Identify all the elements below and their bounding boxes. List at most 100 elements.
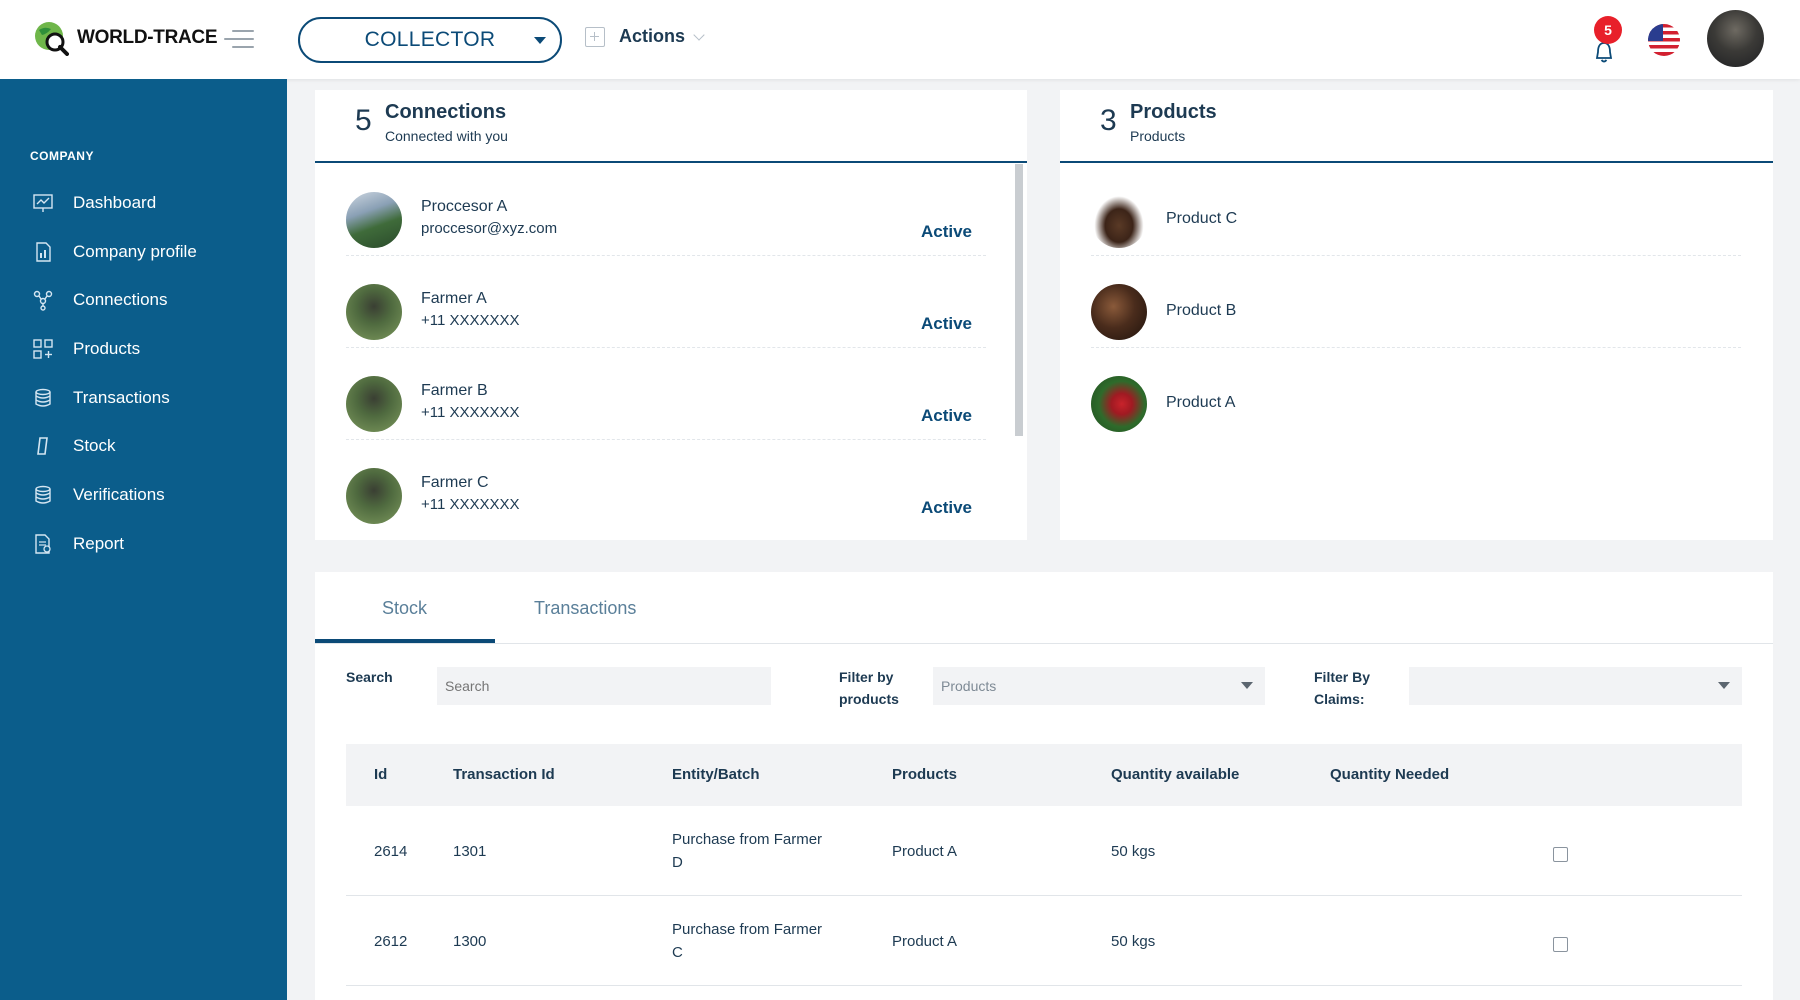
cell-entity: Purchase from Farmer C: [672, 918, 822, 964]
us-flag-icon[interactable]: [1648, 24, 1680, 56]
product-item[interactable]: Product C: [1091, 164, 1741, 256]
connection-avatar: [346, 192, 402, 248]
user-avatar[interactable]: [1707, 10, 1764, 67]
chevron-down-icon: [693, 28, 705, 41]
connection-status: Active: [920, 222, 972, 241]
network-icon: [33, 290, 53, 311]
row-checkbox[interactable]: [1553, 937, 1568, 952]
cell-quantity: 50 kgs: [1111, 843, 1156, 860]
sidebar-item-products[interactable]: Products: [32, 334, 140, 364]
connections-subtitle: Connected with you: [385, 128, 508, 144]
connection-name: Proccesor A: [421, 198, 508, 215]
product-item[interactable]: Product A: [1091, 348, 1741, 440]
filter-claims-label-line1: Filter By: [1314, 669, 1371, 685]
connections-card: 5 Connections Connected with you Procces…: [315, 90, 1027, 540]
connection-name: Farmer C: [421, 474, 489, 491]
menu-toggle-icon[interactable]: [224, 30, 254, 50]
sidebar: COMPANY Dashboard Company profile Connec…: [0, 79, 287, 1000]
cell-entity-line2: C: [672, 944, 683, 961]
connection-status: Active: [920, 314, 972, 333]
connection-status: Active: [920, 406, 972, 425]
cell-entity: Purchase from Farmer D: [672, 828, 822, 874]
caret-down-icon: [534, 37, 546, 44]
cell-id: 2612: [374, 933, 408, 950]
sidebar-item-company-profile[interactable]: Company profile: [32, 237, 197, 267]
cell-entity-line2: D: [672, 854, 683, 871]
document-chart-icon: [36, 242, 51, 262]
sidebar-item-label: Connections: [73, 290, 168, 309]
sidebar-item-report[interactable]: Report: [32, 529, 124, 559]
grid-plus-icon: [33, 339, 53, 359]
connection-contact: +11 XXXXXXX: [421, 496, 520, 513]
cell-entity-line1: Purchase from Farmer: [672, 921, 823, 938]
column-header[interactable]: Transaction Id: [453, 766, 555, 783]
connections-count: 5: [355, 104, 372, 137]
connection-avatar: [346, 468, 402, 524]
product-name: Product A: [1166, 394, 1236, 411]
products-title: Products: [1130, 101, 1217, 123]
add-square-icon: [585, 26, 605, 47]
brand-name: WORLD-TRACE: [77, 27, 218, 48]
actions-label: Actions: [619, 26, 686, 46]
column-header[interactable]: Id: [374, 766, 388, 783]
product-image: [1091, 284, 1147, 340]
product-item[interactable]: Product B: [1091, 256, 1741, 348]
filter-products-select[interactable]: Products: [933, 667, 1265, 705]
connection-item[interactable]: Proccesor A proccesor@xyz.com Active: [346, 164, 986, 256]
row-checkbox[interactable]: [1553, 847, 1568, 862]
column-header[interactable]: Entity/Batch: [672, 766, 760, 783]
cell-id: 2614: [374, 843, 408, 860]
filter-claims-select[interactable]: [1409, 667, 1742, 705]
cell-entity-line1: Purchase from Farmer: [672, 831, 823, 848]
connection-name: Farmer A: [421, 290, 487, 307]
role-select[interactable]: COLLECTOR: [298, 17, 562, 63]
sidebar-item-transactions[interactable]: Transactions: [32, 383, 170, 413]
stock-icon: [37, 437, 48, 455]
connection-item[interactable]: Farmer C +11 XXXXXXX Active: [346, 440, 986, 532]
sidebar-item-label: Stock: [73, 436, 116, 455]
connection-status: Active: [920, 498, 972, 517]
column-header[interactable]: Quantity available: [1111, 766, 1240, 783]
filter-claims-label-line2: Claims:: [1314, 691, 1365, 707]
stock-panel: Stock Transactions Search Filter by prod…: [315, 572, 1773, 1000]
sidebar-item-label: Report: [73, 534, 125, 553]
tab-transactions[interactable]: Transactions: [534, 598, 637, 618]
cell-quantity: 50 kgs: [1111, 933, 1156, 950]
connection-avatar: [346, 284, 402, 340]
sidebar-item-verifications[interactable]: Verifications: [32, 480, 165, 510]
sidebar-item-label: Company profile: [73, 242, 197, 261]
logo[interactable]: WORLD-TRACE: [33, 20, 218, 56]
filter-products-value: Products: [941, 678, 997, 694]
connection-item[interactable]: Farmer A +11 XXXXXXX Active: [346, 256, 986, 348]
filter-products-label: Filter by products: [839, 666, 899, 710]
products-card-header: 3 Products Products: [1060, 90, 1773, 163]
notification-badge[interactable]: 5: [1594, 16, 1622, 44]
cell-product: Product A: [892, 933, 958, 950]
bell-icon[interactable]: [1594, 40, 1614, 64]
sidebar-item-label: Dashboard: [73, 193, 157, 212]
caret-down-icon: [1241, 682, 1253, 689]
column-header[interactable]: Products: [892, 766, 958, 783]
sidebar-item-connections[interactable]: Connections: [32, 285, 168, 315]
actions-menu[interactable]: Actions: [585, 26, 705, 47]
connections-card-header: 5 Connections Connected with you: [315, 90, 1027, 163]
role-select-value: COLLECTOR: [364, 28, 496, 51]
connection-avatar: [346, 376, 402, 432]
sidebar-item-dashboard[interactable]: Dashboard: [32, 188, 156, 218]
table-row[interactable]: 2612 1300 Purchase from Farmer C Product …: [346, 896, 1742, 986]
column-header[interactable]: Quantity Needed: [1330, 766, 1450, 783]
stack-icon: [35, 485, 51, 504]
connection-name: Farmer B: [421, 382, 488, 399]
table-row[interactable]: 2614 1301 Purchase from Farmer D Product …: [346, 806, 1742, 896]
sidebar-item-stock[interactable]: Stock: [32, 431, 116, 461]
connection-contact: +11 XXXXXXX: [421, 312, 520, 329]
connections-scrollbar[interactable]: [1015, 164, 1023, 436]
cell-transaction-id: 1300: [453, 933, 487, 950]
tab-stock[interactable]: Stock: [382, 598, 428, 618]
product-image: [1091, 376, 1147, 432]
sidebar-section-title: COMPANY: [30, 149, 94, 163]
product-image: [1091, 192, 1147, 248]
connection-item[interactable]: Farmer B +11 XXXXXXX Active: [346, 348, 986, 440]
sidebar-item-label: Verifications: [73, 485, 165, 504]
search-input[interactable]: [437, 667, 771, 705]
